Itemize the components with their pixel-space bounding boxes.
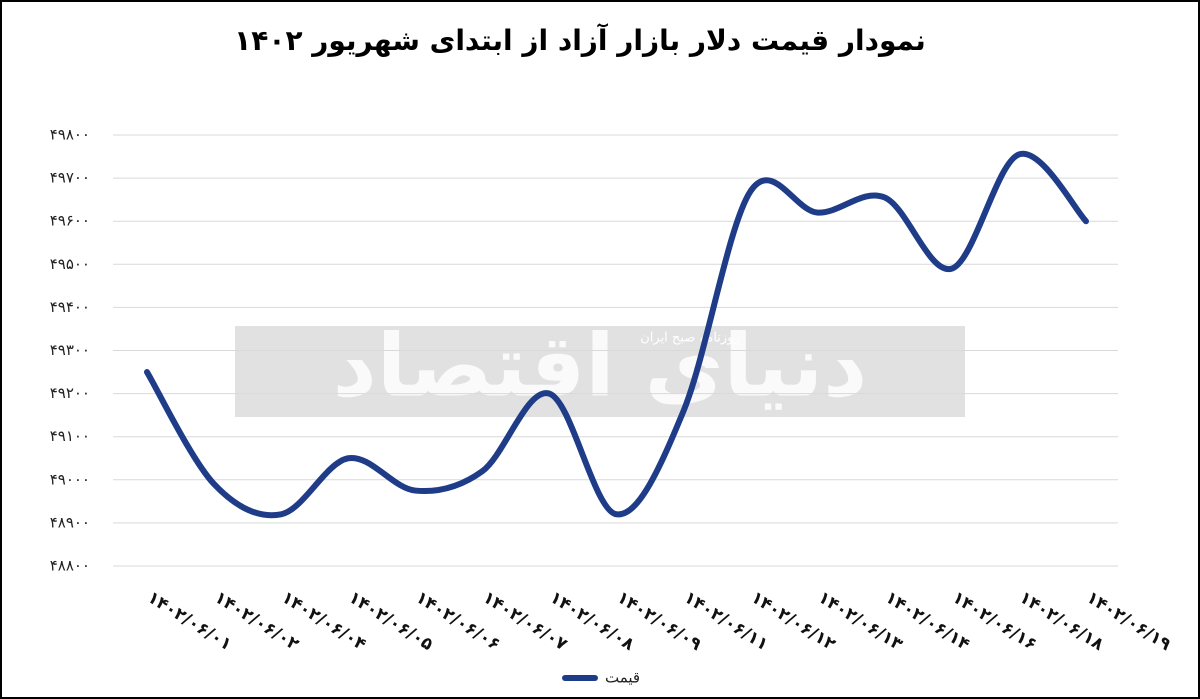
watermark-band bbox=[235, 326, 965, 417]
y-tick-label: ۴۹۲۰۰ bbox=[50, 384, 90, 402]
y-tick-label: ۴۹۶۰۰ bbox=[50, 212, 90, 230]
y-tick-label: ۴۸۹۰۰ bbox=[50, 513, 90, 531]
y-tick-label: ۴۸۸۰۰ bbox=[50, 557, 90, 575]
y-tick-label: ۴۹۴۰۰ bbox=[50, 298, 90, 316]
y-tick-label: ۴۹۱۰۰ bbox=[50, 427, 90, 445]
y-tick-label: ۴۹۸۰۰ bbox=[50, 126, 90, 144]
line bbox=[144, 150, 1089, 519]
legend-label: قیمت bbox=[605, 669, 640, 687]
y-tick-label: ۴۹۰۰۰ bbox=[50, 470, 90, 488]
y-tick-label: ۴۹۳۰۰ bbox=[50, 341, 90, 359]
watermark-title: دنیای اقتصاد bbox=[333, 316, 868, 416]
chart-title: نمودار قیمت دلار بازار آزاد از ابتدای شه… bbox=[234, 23, 926, 57]
watermark-subtitle: روزنامه صبح ایران bbox=[640, 331, 740, 346]
y-tick-label: ۴۹۵۰۰ bbox=[50, 255, 90, 273]
y-tick-label: ۴۹۷۰۰ bbox=[50, 169, 90, 187]
